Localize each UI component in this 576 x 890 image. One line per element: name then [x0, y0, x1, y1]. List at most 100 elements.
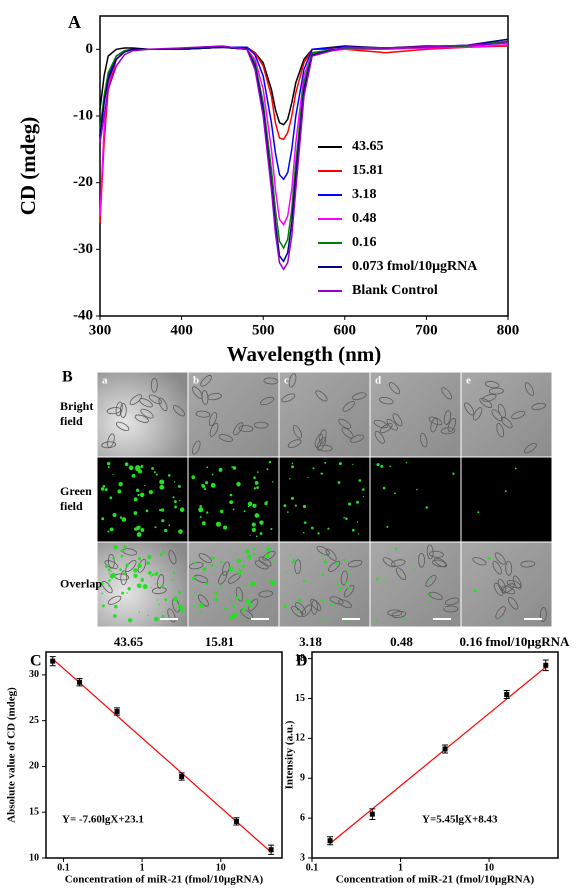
cell [341, 427, 354, 439]
fluorescence [376, 463, 380, 467]
fluorescence [430, 577, 433, 580]
cell [443, 410, 451, 425]
fluorescence [236, 558, 242, 564]
fluorescence [201, 483, 205, 487]
fluorescence [302, 579, 306, 583]
fluorescence [477, 511, 480, 514]
cell [497, 578, 507, 593]
fluorescence [504, 490, 507, 493]
cell [488, 387, 504, 395]
fluorescence [100, 582, 104, 586]
legend-label: Blank Control [352, 283, 438, 298]
x-axis-label: Concentration of miR-21 (fmol/10μgRNA) [65, 874, 264, 886]
cell [168, 550, 177, 565]
x-tick-label: 400 [170, 322, 193, 338]
fluorescence [362, 496, 365, 498]
y-tick-label: 9 [300, 773, 305, 784]
fluorescence [428, 599, 431, 602]
fluorescence [133, 497, 138, 502]
fluorescence [159, 553, 163, 557]
fluorescence [289, 477, 291, 480]
fluorescence [254, 481, 259, 485]
fluorescence [168, 524, 171, 527]
cell [258, 590, 274, 598]
y-tick-label: 6 [300, 812, 305, 823]
fluorescence [180, 608, 185, 613]
cell [379, 423, 393, 434]
fluorescence [259, 532, 263, 535]
micrograph [461, 372, 552, 457]
cell [484, 380, 500, 389]
fluorescence [405, 461, 408, 464]
fluorescence [117, 489, 122, 494]
fluorescence [256, 486, 259, 489]
cell [115, 421, 130, 432]
fluorescence [108, 572, 111, 575]
fluorescence [137, 469, 143, 474]
fluorescence [118, 482, 123, 487]
fluorescence [144, 484, 146, 487]
cell [150, 377, 158, 393]
cell [240, 609, 254, 620]
cd-curve [99, 41, 509, 271]
fluorescence [113, 614, 117, 618]
fluorescence [246, 554, 252, 560]
fluorescence [443, 606, 446, 609]
fluorescence [322, 553, 325, 556]
fluorescence [229, 500, 234, 505]
x-axis-label: Wavelength (nm) [227, 342, 382, 366]
fluorescence [230, 600, 233, 603]
micrograph [97, 372, 188, 457]
fluorescence [231, 567, 234, 569]
fluorescence [198, 602, 204, 608]
cell [106, 407, 122, 415]
cell [260, 396, 275, 406]
fluorescence [452, 472, 455, 475]
fluorescence [210, 482, 216, 488]
column-letter: e [466, 375, 471, 387]
concentration-label: 0.48 [390, 634, 413, 649]
cell [433, 557, 448, 568]
fluorescence [136, 532, 142, 537]
cell [430, 417, 438, 433]
cell [472, 407, 483, 421]
cell [426, 544, 434, 560]
fluorescence [252, 503, 257, 508]
cell [258, 556, 272, 567]
fluorescence [394, 546, 398, 550]
cell [197, 594, 209, 607]
fluorescence [291, 465, 294, 469]
fluorescence [213, 597, 215, 600]
fluorescence [229, 493, 233, 497]
fluorescence [245, 549, 250, 554]
fluorescence [109, 527, 114, 532]
fluorescence [151, 467, 154, 470]
fluorescence [102, 484, 106, 488]
fluorescence [135, 465, 141, 471]
fluorescence [154, 526, 157, 529]
fluorescence [248, 602, 253, 607]
cell [262, 550, 276, 561]
cell [497, 403, 506, 419]
fluorescence [232, 466, 237, 470]
row-label: Green [60, 484, 92, 498]
fluorescence [223, 525, 228, 530]
fluorescence [127, 618, 133, 623]
cell [501, 585, 516, 595]
fluorescence [199, 504, 202, 508]
cell [148, 394, 163, 405]
plot-frame [99, 15, 509, 317]
fluorescence [158, 508, 162, 512]
fluorescence [113, 544, 118, 550]
y-tick-label: 0 [86, 41, 94, 57]
micrograph [461, 542, 552, 627]
fluorescence [191, 576, 196, 580]
fluorescence [110, 570, 112, 573]
fluorescence [501, 620, 504, 623]
cell [125, 560, 137, 572]
cell [338, 599, 352, 609]
legend-label: 15.81 [352, 163, 384, 178]
data-point [114, 709, 120, 715]
cell [311, 599, 318, 615]
fluorescence [348, 502, 352, 506]
